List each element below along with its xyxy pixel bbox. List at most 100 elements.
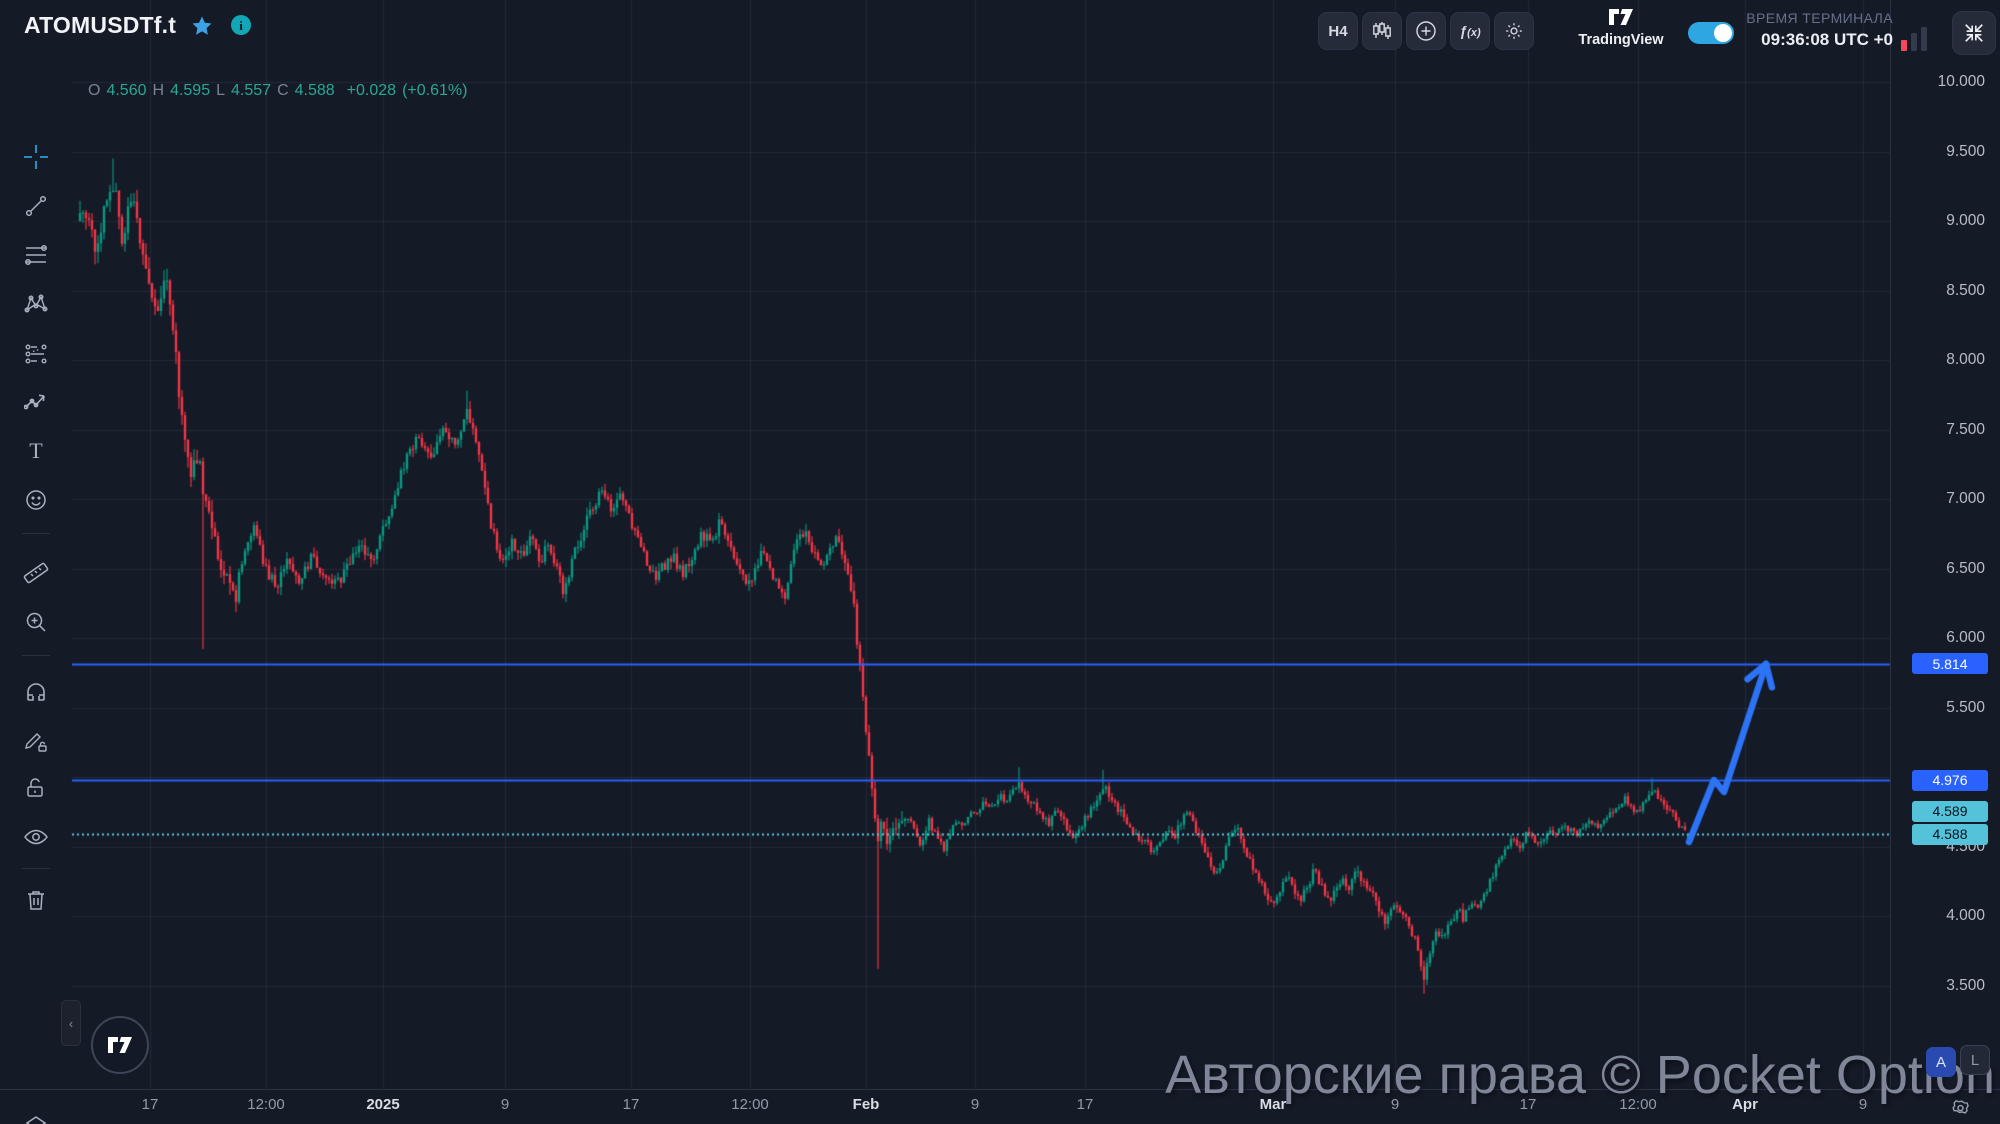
x-axis-tick: 9 <box>1390 1096 1400 1113</box>
settings-button[interactable] <box>1494 12 1534 50</box>
toggle-knob <box>1714 24 1732 42</box>
toolbar-divider <box>22 533 50 534</box>
open-label: O <box>88 82 101 99</box>
y-axis-tick: 8.500 <box>1946 281 1985 299</box>
collapse-fullscreen-button[interactable] <box>1952 11 1996 55</box>
tool-xabcd-pattern[interactable] <box>14 287 58 321</box>
tool-hide-all[interactable] <box>14 820 58 854</box>
signal-bar-gray-1 <box>1911 33 1917 51</box>
fx-icon: ƒ(x) <box>1459 23 1481 39</box>
unlock-icon <box>24 776 48 800</box>
close-value: 4.588 <box>294 82 335 99</box>
y-axis-tick: 5.500 <box>1946 698 1985 716</box>
x-axis-tick: Feb <box>852 1096 880 1113</box>
price-axis-border <box>1890 0 1891 1089</box>
eye-icon <box>23 824 49 850</box>
time-axis-border <box>0 1089 2000 1090</box>
toolbar-divider <box>22 655 50 656</box>
svg-text:i: i <box>239 18 243 33</box>
ohlc-readout: O 4.560 H 4.595 L 4.557 C 4.588 +0.028 (+0.6… <box>88 82 467 100</box>
copyright-watermark: Авторские права © Pocket Option <box>1165 1045 1995 1105</box>
indicators-button[interactable]: ƒ(x) <box>1450 12 1490 50</box>
tool-magnet[interactable] <box>14 675 58 709</box>
x-axis-tick: 12:00 <box>731 1096 769 1113</box>
x-axis-tick: 9 <box>1858 1096 1868 1113</box>
drawing-toolbar: T <box>0 55 72 1124</box>
tool-remove-all[interactable] <box>14 883 58 917</box>
collapse-arrows-icon <box>1963 22 1985 44</box>
zigzag-arrow-icon <box>24 390 48 414</box>
tool-trend-line[interactable] <box>14 189 58 223</box>
high-value: 4.595 <box>170 82 211 99</box>
tool-lock-all[interactable] <box>14 771 58 805</box>
y-axis-tick: 9.000 <box>1946 212 1985 229</box>
terminal-time-toggle[interactable] <box>1688 22 1734 44</box>
low-value: 4.557 <box>231 82 272 99</box>
compare-add-button[interactable] <box>1406 12 1446 50</box>
tool-zoom-in[interactable] <box>14 605 58 639</box>
plus-circle-icon <box>1415 20 1437 42</box>
forecast-icon <box>24 341 48 365</box>
trend-line-icon <box>24 194 48 218</box>
xabcd-pattern-icon <box>24 292 48 316</box>
tradingview-logo[interactable]: TradingView <box>1566 8 1676 48</box>
chevron-left-icon: ‹ <box>68 1015 74 1031</box>
info-icon[interactable]: i <box>230 14 252 36</box>
y-axis-tick: 7.000 <box>1946 490 1985 507</box>
y-axis-tick: 6.500 <box>1946 559 1985 577</box>
level-badge-4976[interactable]: 4.976 <box>1912 769 1988 791</box>
last-price-badge[interactable]: 4.589 <box>1912 800 1988 822</box>
chart-type-button[interactable] <box>1362 12 1402 50</box>
favorite-star-icon[interactable] <box>190 14 214 38</box>
crosshair-icon <box>23 144 49 170</box>
change-percent: (+0.61%) <box>402 82 468 99</box>
tool-zigzag-arrow[interactable] <box>14 385 58 419</box>
toolbar-divider <box>22 868 50 869</box>
time-axis[interactable] <box>0 1089 2000 1124</box>
ruler-icon <box>23 560 49 586</box>
x-axis-tick: 17 <box>622 1096 640 1113</box>
tool-emoji[interactable] <box>14 483 58 517</box>
terminal-time-label: ВРЕМЯ ТЕРМИНАЛА <box>1746 10 1893 26</box>
tool-ruler[interactable] <box>14 556 58 590</box>
tradingview-watermark-logo[interactable] <box>91 1016 149 1074</box>
level-badge-5814[interactable]: 5.814 <box>1912 653 1988 675</box>
symbol-title[interactable]: ATOMUSDTf.t <box>24 12 177 38</box>
x-axis-tick: 17 <box>1076 1096 1094 1113</box>
terminal-time-value: 09:36:08 UTC +0 <box>1761 30 1893 49</box>
emoji-icon <box>24 488 48 512</box>
y-axis-tick: 10.000 <box>1937 73 1985 90</box>
tradingview-mark-icon <box>107 1036 133 1054</box>
tool-draw-lock[interactable] <box>14 724 58 758</box>
interval-button[interactable]: H4 <box>1318 12 1358 50</box>
tool-fib-retracement[interactable] <box>14 238 58 272</box>
layers-icon <box>23 1114 49 1124</box>
y-axis-tick: 6.000 <box>1946 629 1985 646</box>
x-axis-tick: 17 <box>141 1096 159 1113</box>
y-axis-tick: 3.500 <box>1946 976 1985 994</box>
level-badge-4588[interactable]: 4.588 <box>1912 823 1988 845</box>
x-axis-tick: 12:00 <box>1619 1096 1657 1113</box>
y-axis-tick: 4.000 <box>1946 907 1985 924</box>
log-scale-button[interactable]: L <box>1960 1045 1990 1075</box>
price-axis[interactable]: 10.000 9.500 9.000 8.500 8.000 7.500 7.000 6.50… <box>1890 0 2000 1089</box>
toolbar-collapse-tab[interactable]: ‹ <box>61 1000 81 1046</box>
pencil-lock-icon <box>24 729 48 753</box>
magnet-icon <box>24 680 48 704</box>
y-axis-tick: 8.000 <box>1946 351 1985 368</box>
x-axis-tick: 17 <box>1519 1096 1537 1113</box>
axis-settings-gear-icon[interactable] <box>1949 1096 1972 1119</box>
open-value: 4.560 <box>106 82 147 99</box>
x-axis-tick: 12:00 <box>247 1096 285 1113</box>
tool-forecast[interactable] <box>14 336 58 370</box>
tool-object-tree[interactable] <box>14 1110 58 1124</box>
tool-crosshair[interactable] <box>14 140 58 174</box>
candles-icon <box>1372 21 1392 41</box>
tool-text[interactable]: T <box>14 434 58 468</box>
auto-scale-button[interactable]: A <box>1926 1047 1956 1077</box>
x-axis-tick: Mar <box>1259 1096 1287 1113</box>
x-axis-tick: Apr <box>1732 1096 1758 1113</box>
terminal-time-block: ВРЕМЯ ТЕРМИНАЛА 09:36:08 UTC +0 <box>1610 8 1893 52</box>
